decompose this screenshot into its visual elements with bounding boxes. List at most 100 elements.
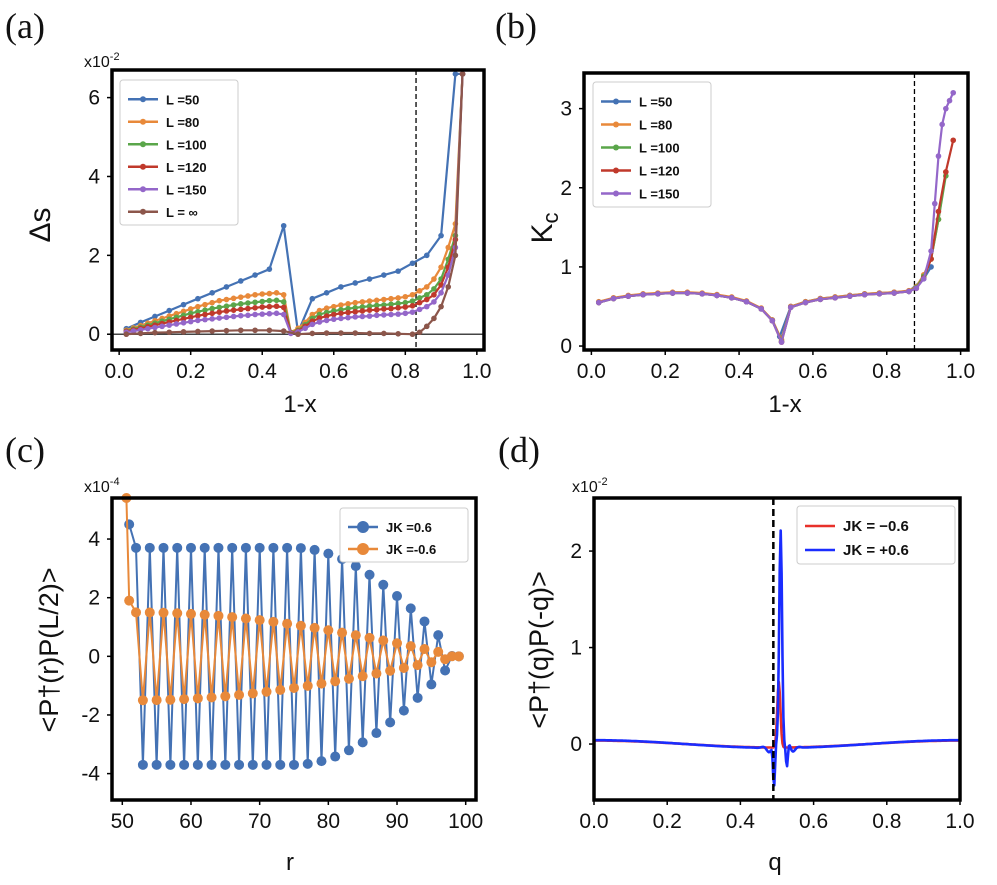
a-series-point — [173, 321, 180, 327]
a-series-point — [373, 302, 380, 309]
a-series-point — [180, 301, 187, 308]
b-series-point — [758, 306, 765, 312]
b-legend-label: L =100 — [639, 141, 680, 156]
a-series-point — [259, 298, 266, 305]
a-series-point — [373, 297, 380, 304]
c-series-orange-point — [213, 610, 224, 621]
panel-c: (c) x10-4 <P†(r)P(L/2)> 50 60 70 80 90 100 4 2 0… — [5, 430, 483, 876]
d-legend-label: JK = +0.6 — [843, 542, 909, 559]
a-series-point — [359, 313, 366, 320]
panel-a: (a) x10-2 Δs 0.0 0.2 0.4 0.6 0.8 1.0 0 2 4 6 L =50… — [5, 6, 491, 418]
a-series-point — [223, 327, 230, 334]
a-series-point — [316, 319, 323, 325]
a-series-point — [252, 305, 258, 311]
a-series-point — [259, 311, 266, 317]
c-series-blue-point — [295, 543, 306, 554]
a-series-point — [195, 312, 201, 319]
c-series-blue-point — [426, 679, 437, 690]
a-series-point — [438, 282, 444, 288]
c-series-orange-point — [151, 695, 162, 706]
a-series-point — [409, 260, 416, 267]
b-series-point — [625, 293, 632, 299]
b-series-point — [935, 153, 942, 159]
c-series-orange-point — [124, 595, 135, 606]
c-series-orange-point — [234, 689, 245, 700]
b-series-point — [699, 291, 705, 297]
a-series-point — [416, 306, 423, 313]
a-series-point — [381, 272, 387, 278]
a-series-point — [166, 307, 173, 314]
b-series-point — [778, 339, 785, 345]
a-series-point — [323, 290, 330, 296]
c-series-blue-point — [172, 542, 183, 553]
a-series-point — [338, 302, 344, 308]
a-legend-label: L = ∞ — [166, 205, 198, 220]
c-series-orange-point — [165, 694, 176, 705]
a-series-point — [381, 312, 387, 318]
a-series-point — [280, 311, 287, 318]
panel-b-xlabel: 1-x — [768, 391, 801, 418]
a-series-point — [402, 299, 409, 306]
c-series-blue-point — [392, 591, 403, 602]
c-series-orange-point — [343, 673, 354, 684]
a-series-point — [316, 307, 323, 314]
c-series-orange-point — [131, 607, 142, 618]
a-series-point — [345, 305, 351, 312]
c-series-blue-point — [357, 737, 368, 748]
b-legend-label: L =120 — [639, 164, 680, 179]
a-frame — [110, 68, 486, 352]
a-series-point — [423, 252, 430, 259]
a-series-point — [273, 297, 280, 304]
panel-a-multiplier: x10-2 — [84, 51, 120, 71]
a-series-point — [359, 308, 366, 314]
c-series-orange-point — [220, 691, 231, 702]
a-series-point — [352, 314, 359, 320]
b-series-point — [655, 291, 661, 297]
a-series-point — [338, 310, 344, 317]
d-xtick-label: 1.0 — [945, 810, 974, 833]
a-series-point — [137, 330, 144, 337]
c-xtick-label: 70 — [248, 810, 271, 833]
a-series-point — [273, 310, 280, 317]
a-series-point — [273, 303, 280, 310]
c-series-orange-point — [433, 646, 444, 657]
b-series-point — [946, 97, 953, 104]
a-series-point — [395, 268, 401, 274]
a-series-point — [352, 280, 359, 286]
a-series-point — [359, 299, 366, 305]
panel-a-plot: 0.0 0.2 0.4 0.6 0.8 1.0 0 2 4 6 L =50 L =80 L =100 L … — [88, 68, 491, 383]
a-series-point — [216, 304, 223, 311]
a-series-point — [245, 312, 251, 319]
a-series-point — [302, 325, 308, 332]
b-series-point — [787, 304, 794, 311]
b-series-point — [728, 294, 735, 301]
a-series-point — [409, 298, 416, 304]
b-series-point — [595, 299, 602, 306]
a-legend-label: L =150 — [166, 182, 207, 197]
a-series-point — [445, 284, 452, 290]
a-series-point — [166, 322, 173, 328]
a-series-point — [423, 296, 430, 303]
c-series-orange-point — [254, 615, 265, 626]
c-series-blue-point — [234, 759, 245, 770]
c-series-orange-point — [144, 607, 155, 618]
a-series-point — [237, 294, 244, 300]
c-series-blue-point — [137, 759, 148, 770]
a-series-point — [388, 301, 394, 308]
c-series-orange-point — [179, 694, 190, 705]
c-series-orange-point — [185, 608, 196, 619]
a-series-point — [423, 323, 430, 330]
a-series-point — [323, 330, 330, 336]
a-series-point — [166, 329, 173, 336]
c-series-orange-point — [309, 622, 320, 633]
b-series-point — [931, 200, 938, 207]
a-series-point — [345, 301, 351, 307]
a-series-point — [252, 272, 258, 278]
a-series-point — [388, 311, 394, 318]
b-ytick-label: 0 — [560, 335, 572, 358]
c-series-orange-point — [419, 644, 430, 655]
a-series-point — [309, 321, 316, 328]
c-series-orange-point — [137, 695, 148, 706]
a-series-point — [209, 290, 215, 296]
b-series-point — [610, 295, 617, 302]
